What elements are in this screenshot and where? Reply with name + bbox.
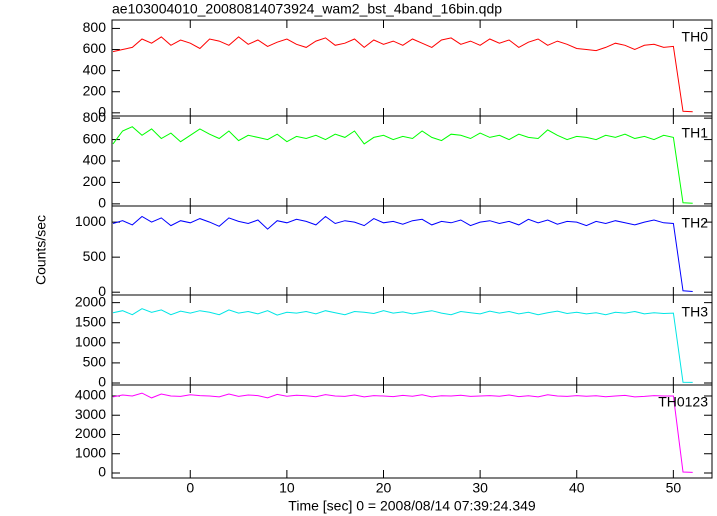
y-tick-label: 4000 — [75, 387, 106, 403]
y-tick-label: 500 — [83, 248, 107, 264]
chart-title: ae103004010_20080814073924_wam2_bst_4ban… — [112, 1, 502, 17]
y-tick-label: 600 — [83, 130, 107, 146]
y-axis-label: Counts/sec — [33, 215, 49, 285]
y-tick-label: 500 — [83, 354, 107, 370]
y-tick-label: 0 — [98, 464, 106, 480]
x-tick-label: 10 — [279, 480, 295, 496]
panel-frame — [111, 384, 713, 479]
series-name: TH0 — [682, 29, 709, 45]
y-tick-label: 0 — [98, 195, 106, 211]
x-tick-label: 30 — [472, 480, 488, 496]
x-tick-label: 20 — [376, 480, 392, 496]
series-name: TH3 — [682, 304, 709, 320]
series-line — [112, 392, 693, 473]
y-tick-label: 400 — [83, 61, 107, 77]
y-tick-label: 200 — [83, 173, 107, 189]
y-tick-label: 400 — [83, 152, 107, 168]
y-tick-label: 0 — [98, 374, 106, 390]
y-tick-label: 3000 — [75, 406, 106, 422]
series-line — [112, 36, 693, 113]
panel-frame — [111, 19, 713, 117]
y-tick-label: 2000 — [75, 293, 106, 309]
series-name: TH0123 — [658, 394, 708, 410]
y-tick-label: 600 — [83, 40, 107, 56]
x-axis-label: Time [sec] 0 = 2008/08/14 07:39:24.349 — [288, 498, 536, 514]
series-line — [112, 308, 693, 383]
y-tick-label: 1000 — [75, 334, 106, 350]
y-tick-label: 2000 — [75, 425, 106, 441]
series-name: TH2 — [682, 215, 709, 231]
y-tick-label: 0 — [98, 283, 106, 299]
series-line — [112, 215, 693, 292]
y-tick-label: 1000 — [75, 213, 106, 229]
y-tick-label: 200 — [83, 82, 107, 98]
y-tick-label: 800 — [83, 19, 107, 35]
series-line — [112, 126, 693, 204]
y-tick-label: 800 — [83, 109, 107, 125]
x-tick-label: 0 — [186, 480, 194, 496]
panel-frame — [111, 294, 713, 386]
series-name: TH1 — [682, 125, 709, 141]
y-tick-label: 0 — [98, 104, 106, 120]
y-tick-label: 1500 — [75, 313, 106, 329]
x-tick-label: 50 — [666, 480, 682, 496]
y-tick-label: 1000 — [75, 444, 106, 460]
x-tick-label: 40 — [569, 480, 585, 496]
